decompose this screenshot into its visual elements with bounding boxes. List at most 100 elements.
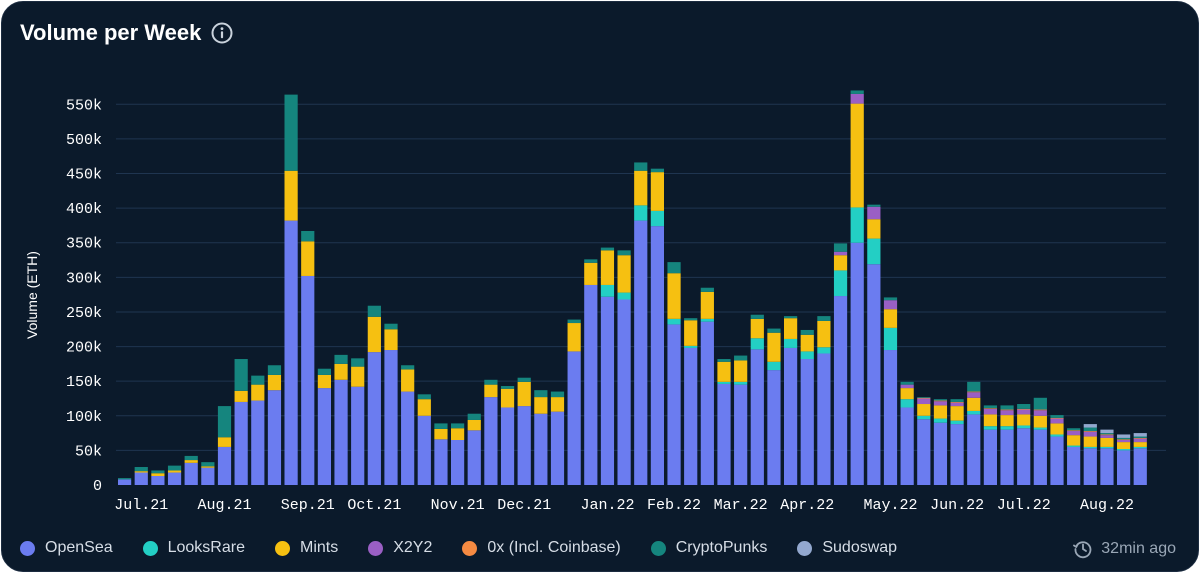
bar-segment[interactable]: [883, 300, 898, 310]
bar-segment[interactable]: [950, 399, 964, 402]
bar-segment[interactable]: [301, 275, 315, 485]
bar-segment[interactable]: [817, 347, 831, 354]
bar-segment[interactable]: [933, 405, 948, 419]
legend-item[interactable]: CryptoPunks: [650, 539, 767, 557]
bar-segment[interactable]: [417, 399, 431, 416]
bar-segment[interactable]: [800, 359, 814, 485]
bar-segment[interactable]: [800, 329, 814, 335]
bar-segment[interactable]: [184, 462, 198, 485]
bar-segment[interactable]: [900, 381, 914, 385]
bar-segment[interactable]: [1017, 428, 1031, 485]
bar-segment[interactable]: [584, 259, 598, 263]
bar-segment[interactable]: [967, 392, 981, 398]
bar-segment[interactable]: [750, 318, 764, 339]
bar-segment[interactable]: [967, 391, 981, 393]
bar-segment[interactable]: [1033, 410, 1047, 416]
bar-segment[interactable]: [550, 411, 565, 485]
bar-segment[interactable]: [1050, 418, 1064, 424]
bar-segment[interactable]: [1050, 417, 1064, 419]
bar-segment[interactable]: [867, 219, 881, 239]
bar-segment[interactable]: [1033, 429, 1047, 485]
bar-segment[interactable]: [317, 368, 331, 375]
bar-segment[interactable]: [134, 467, 148, 472]
bar-segment[interactable]: [517, 406, 531, 485]
bar-segment[interactable]: [900, 384, 914, 389]
bar-segment[interactable]: [1017, 404, 1031, 409]
bar-segment[interactable]: [950, 401, 964, 403]
bar-segment[interactable]: [650, 168, 664, 173]
bar-segment[interactable]: [251, 384, 265, 401]
bar-segment[interactable]: [850, 242, 864, 485]
bar-segment[interactable]: [184, 460, 198, 463]
bar-segment[interactable]: [933, 422, 948, 485]
bar-segment[interactable]: [401, 365, 415, 370]
bar-segment[interactable]: [717, 359, 731, 362]
bar-segment[interactable]: [451, 428, 465, 441]
bar-segment[interactable]: [284, 220, 298, 485]
bar-segment[interactable]: [434, 439, 448, 485]
bar-segment[interactable]: [833, 270, 848, 297]
bar-segment[interactable]: [600, 284, 615, 297]
legend-item[interactable]: Mints: [274, 539, 338, 557]
bar-segment[interactable]: [983, 426, 997, 430]
bar-segment[interactable]: [850, 93, 864, 104]
bar-segment[interactable]: [767, 332, 781, 362]
legend-item[interactable]: LooksRare: [142, 539, 245, 557]
bar-segment[interactable]: [417, 394, 431, 400]
bar-segment[interactable]: [1083, 431, 1097, 432]
bar-segment[interactable]: [767, 370, 781, 485]
bar-segment[interactable]: [933, 418, 948, 423]
bar-segment[interactable]: [1050, 415, 1064, 418]
bar-segment[interactable]: [617, 255, 631, 293]
bar-segment[interactable]: [1000, 426, 1014, 430]
bar-segment[interactable]: [983, 405, 997, 409]
bar-segment[interactable]: [517, 381, 531, 407]
bar-segment[interactable]: [1017, 425, 1031, 429]
bar-segment[interactable]: [950, 406, 964, 421]
bar-segment[interactable]: [750, 338, 764, 350]
bar-segment[interactable]: [367, 352, 381, 485]
bar-segment[interactable]: [784, 347, 798, 485]
bar-segment[interactable]: [650, 172, 664, 211]
bar-segment[interactable]: [234, 390, 248, 402]
bar-segment[interactable]: [1133, 448, 1147, 485]
bar-segment[interactable]: [1050, 423, 1064, 435]
bar-segment[interactable]: [1017, 409, 1031, 415]
bar-segment[interactable]: [850, 90, 864, 94]
bar-segment[interactable]: [1083, 448, 1097, 485]
bar-segment[interactable]: [534, 390, 548, 398]
bar-segment[interactable]: [1100, 448, 1114, 485]
bar-segment[interactable]: [118, 478, 132, 480]
bar-segment[interactable]: [151, 470, 165, 474]
bar-segment[interactable]: [567, 351, 581, 485]
bar-segment[interactable]: [734, 384, 748, 485]
bar-segment[interactable]: [267, 390, 282, 485]
bar-segment[interactable]: [684, 320, 698, 346]
bar-segment[interactable]: [700, 318, 714, 322]
bar-segment[interactable]: [451, 440, 465, 485]
bar-segment[interactable]: [167, 470, 182, 473]
bar-segment[interactable]: [917, 419, 931, 485]
bar-segment[interactable]: [634, 205, 648, 221]
bar-segment[interactable]: [1033, 409, 1047, 411]
bar-segment[interactable]: [267, 365, 282, 375]
bar-segment[interactable]: [784, 316, 798, 319]
bar-segment[interactable]: [684, 347, 698, 485]
bar-segment[interactable]: [217, 437, 232, 447]
legend-item[interactable]: OpenSea: [20, 539, 113, 557]
bar-segment[interactable]: [967, 414, 981, 485]
bar-segment[interactable]: [534, 397, 548, 414]
bar-segment[interactable]: [734, 381, 748, 385]
bar-segment[interactable]: [1117, 450, 1131, 485]
legend-item[interactable]: 0x (Incl. Coinbase): [462, 539, 621, 557]
bar-segment[interactable]: [500, 386, 515, 389]
bar-segment[interactable]: [1117, 442, 1131, 450]
bar-segment[interactable]: [251, 400, 265, 485]
bar-segment[interactable]: [1133, 438, 1147, 443]
bar-segment[interactable]: [301, 241, 315, 276]
bar-segment[interactable]: [134, 471, 148, 473]
bar-segment[interactable]: [650, 226, 664, 485]
bar-segment[interactable]: [1117, 440, 1131, 443]
bar-segment[interactable]: [1133, 433, 1147, 437]
bar-segment[interactable]: [950, 424, 964, 485]
